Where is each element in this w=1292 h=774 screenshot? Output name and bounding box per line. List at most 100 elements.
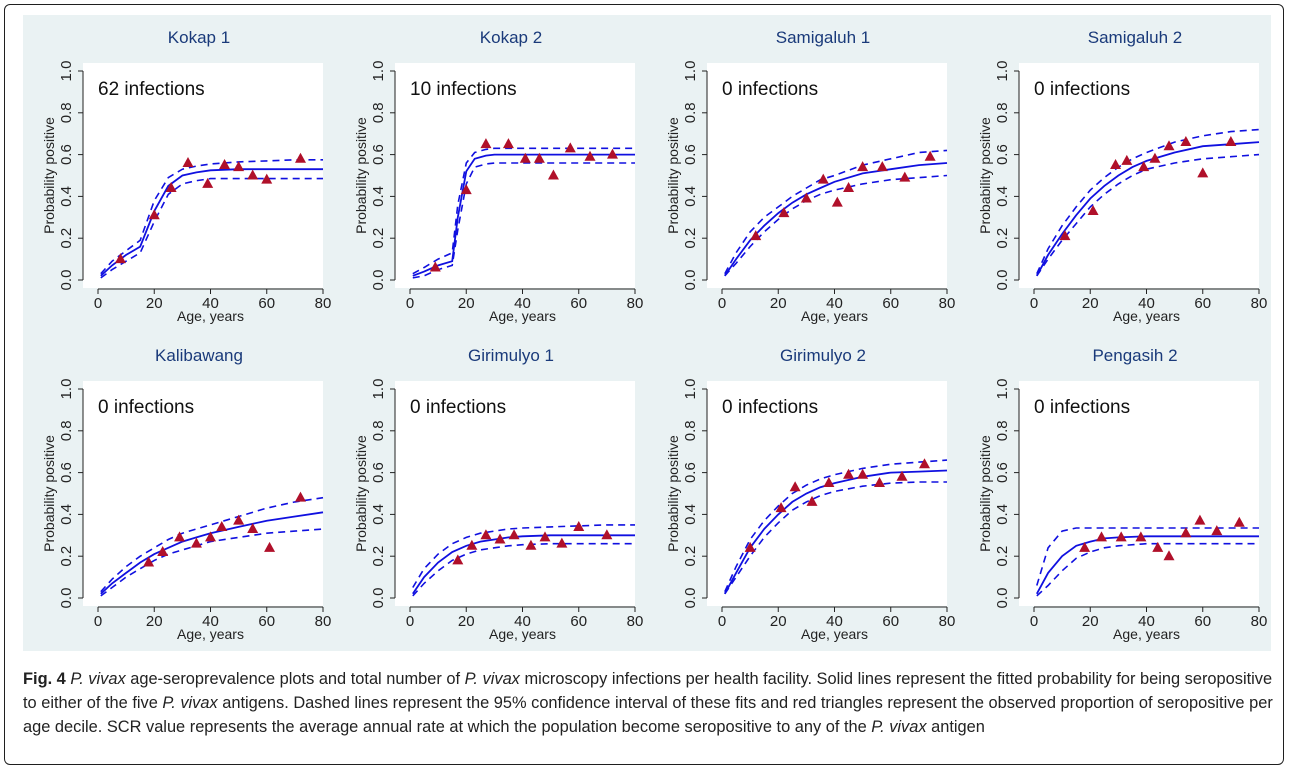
x-axis-label: Age, years [177, 308, 244, 324]
fit-line [1036, 141, 1260, 277]
observed-point-triangle [519, 152, 531, 163]
observed-point-triangle [1087, 205, 1099, 216]
observed-point-triangle [857, 161, 869, 172]
fit-line [100, 511, 324, 595]
infections-annotation: 0 infections [410, 397, 506, 418]
observed-point-triangle [899, 171, 911, 182]
ci-lower-line [1036, 153, 1260, 277]
y-tick-label: 0.2 [370, 228, 387, 249]
y-axis-label: Probability positive [665, 435, 681, 552]
x-tick-label: 0 [718, 295, 726, 312]
plot-area [395, 63, 635, 288]
x-tick-label: 60 [258, 613, 275, 630]
observed-point-triangle [556, 537, 568, 548]
observed-point-triangle [601, 529, 613, 540]
observed-point-triangle [233, 161, 245, 172]
observed-point-triangle [452, 554, 464, 565]
panel-title: Pengasih 2 [1092, 346, 1177, 365]
panel-title: Samigaluh 2 [1088, 28, 1183, 47]
ci-upper-line [1036, 527, 1259, 586]
observed-point-triangle [494, 533, 506, 544]
observed-point-triangle [750, 230, 762, 241]
y-tick-label: 0.6 [58, 462, 75, 483]
observed-point-triangle [1115, 531, 1127, 542]
plot-area [707, 63, 947, 288]
x-tick-label: 0 [94, 613, 102, 630]
y-tick-label: 0.8 [994, 420, 1011, 441]
observed-point-triangle [607, 148, 618, 159]
x-axis-label: Age, years [489, 626, 556, 642]
infections-annotation: 0 infections [722, 79, 818, 100]
y-tick-label: 1.0 [58, 379, 75, 400]
infections-annotation: 0 infections [722, 397, 818, 418]
panel-title: Samigaluh 1 [776, 28, 871, 47]
observed-point-triangle [1152, 541, 1164, 552]
x-tick-label: 40 [1138, 613, 1155, 630]
y-tick-label: 1.0 [58, 61, 75, 82]
y-tick-label: 0.0 [994, 588, 1011, 609]
observed-point-triangle [429, 261, 441, 272]
observed-point-triangle [857, 468, 869, 479]
observed-point-triangle [876, 161, 888, 172]
y-axis-label: Probability positive [665, 117, 681, 234]
observed-point-triangle [1059, 230, 1071, 241]
observed-point-triangle [480, 138, 492, 149]
ci-lower-line [100, 528, 324, 597]
observed-point-triangle [1233, 516, 1245, 527]
y-tick-label: 0.2 [682, 546, 699, 567]
panel-title: Girimulyo 1 [468, 346, 554, 365]
observed-point-triangle [205, 531, 216, 542]
y-tick-label: 0.8 [682, 102, 699, 123]
y-axis-label: Probability positive [977, 435, 993, 552]
observed-point-triangle [182, 156, 194, 167]
observed-point-triangle [1163, 550, 1175, 561]
y-tick-label: 0.8 [370, 102, 387, 123]
x-tick-label: 60 [1194, 295, 1211, 312]
observed-point-triangle [823, 477, 835, 488]
fit-line [1036, 535, 1259, 595]
observed-point-triangle [924, 150, 936, 161]
infections-annotation: 0 infections [98, 397, 194, 418]
caption-label: Fig. 4 [23, 670, 66, 688]
observed-point-triangle [525, 539, 537, 550]
observed-point-triangle [1194, 514, 1206, 525]
observed-point-triangle [466, 539, 478, 550]
caption-species-italic: P. vivax [871, 718, 927, 737]
observed-point-triangle [1180, 527, 1192, 538]
caption-text: microscopy infections per health facilit… [23, 670, 1273, 713]
observed-point-triangle [247, 169, 259, 180]
panel-title: Girimulyo 2 [780, 346, 866, 365]
panel-title: Kokap 1 [168, 28, 230, 47]
panel-kalibawang: Kalibawang 0 infections 0.0 0.2 0.4 0.6 0.8 1.0… [23, 333, 335, 651]
fit-line [412, 534, 635, 595]
panel-kokap-2: Kokap 2 10 infections 0.0 0.2 0.4 0.6 0.8 1.0 Pr… [335, 15, 647, 333]
ci-upper-line [100, 496, 324, 593]
x-tick-label: 0 [1030, 613, 1038, 630]
x-tick-label: 0 [94, 295, 102, 312]
x-tick-label: 80 [315, 613, 332, 630]
observed-point-triangle [219, 159, 231, 170]
x-tick-label: 40 [826, 295, 843, 312]
y-axis-label: Probability positive [977, 117, 993, 234]
y-tick-label: 0.4 [58, 504, 75, 525]
x-tick-label: 80 [939, 295, 956, 312]
x-tick-label: 60 [570, 295, 587, 312]
panel-kokap-1: Kokap 1 62 infections 0.0 0.2 0.4 0.6 0.8 1.0 Pr… [23, 15, 335, 333]
x-tick-label: 40 [514, 613, 531, 630]
panel-girimulyo-1: Girimulyo 1 0 infections 0.0 0.2 0.4 0.6 0.8 1.… [335, 333, 647, 651]
x-tick-label: 0 [406, 295, 414, 312]
x-tick-label: 20 [146, 613, 163, 630]
figure-frame: Kokap 1 62 infections 0.0 0.2 0.4 0.6 0.8 1.0 Pr… [4, 4, 1284, 765]
panel-girimulyo-2: Girimulyo 2 0 infections 0.0 0.2 0.4 0.6 0.8 1.… [647, 333, 959, 651]
y-tick-label: 0.8 [994, 102, 1011, 123]
observed-point-triangle [460, 184, 472, 195]
figure-plots: Kokap 1 62 infections 0.0 0.2 0.4 0.6 0.8 1.0 Pr… [23, 15, 1271, 651]
observed-point-triangle [564, 142, 576, 153]
observed-point-triangle [843, 468, 855, 479]
y-tick-label: 1.0 [682, 61, 699, 82]
observed-point-triangle [1135, 531, 1147, 542]
observed-point-triangle [896, 470, 908, 481]
plot-area [1019, 63, 1259, 288]
observed-point-triangle [1138, 161, 1150, 172]
x-axis-label: Age, years [1113, 626, 1180, 642]
